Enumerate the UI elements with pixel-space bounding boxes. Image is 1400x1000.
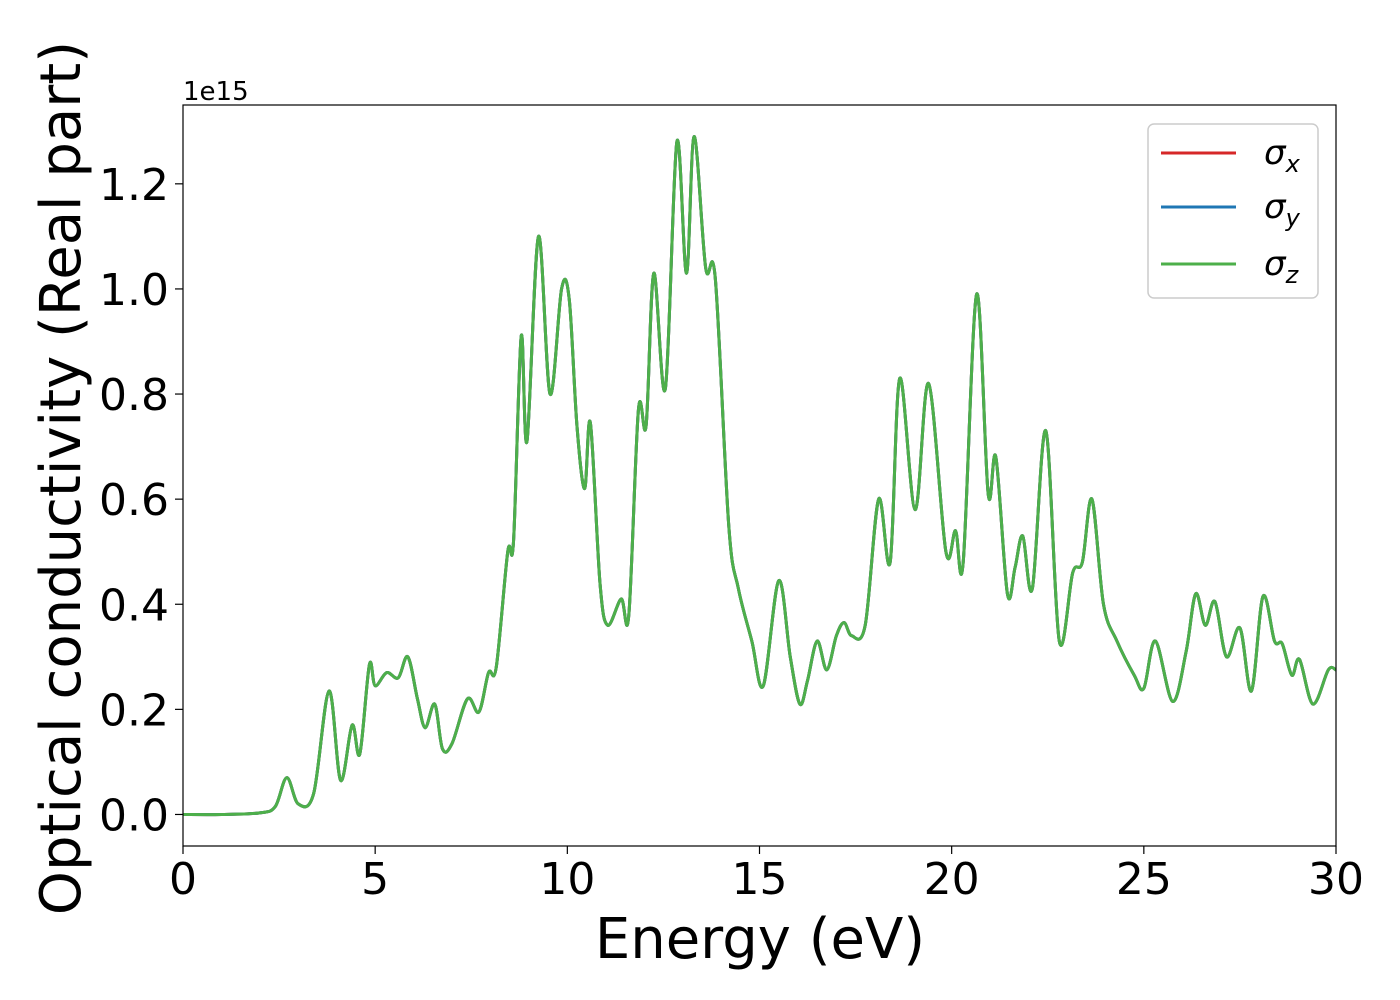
y-axis: 0.0 0.2 0.4 0.6 0.8 1.0 1.2 [99, 160, 183, 841]
y-axis-title: Optical conductivity (Real part) [29, 41, 94, 915]
y-tick-label: 0.0 [99, 790, 169, 841]
y-tick-label: 1.0 [99, 265, 169, 316]
x-axis-title: Energy (eV) [595, 907, 925, 972]
x-tick-label: 15 [732, 854, 788, 905]
legend-label: σy [1264, 187, 1301, 232]
y-tick-label: 1.2 [99, 160, 169, 211]
y-offset-text: 1e15 [183, 77, 249, 107]
series-lines [183, 135, 1336, 817]
legend-box [1147, 123, 1319, 299]
y-tick-label: 0.4 [99, 580, 169, 631]
x-tick-label: 30 [1308, 854, 1364, 905]
series-line-3 [183, 135, 1336, 817]
x-tick-label: 0 [169, 854, 197, 905]
x-tick-label: 25 [1116, 854, 1172, 905]
x-tick-label: 5 [361, 854, 389, 905]
y-tick-label: 0.2 [99, 685, 169, 736]
x-tick-label: 10 [539, 854, 595, 905]
y-tick-label: 0.8 [99, 370, 169, 421]
y-tick-label: 0.6 [99, 475, 169, 526]
x-axis: 0 5 10 15 20 25 30 [169, 846, 1364, 905]
legend-label: σx [1264, 133, 1301, 178]
x-tick-label: 20 [924, 854, 980, 905]
legend: σx σy σz [1147, 123, 1319, 299]
legend-label: σz [1264, 244, 1300, 289]
